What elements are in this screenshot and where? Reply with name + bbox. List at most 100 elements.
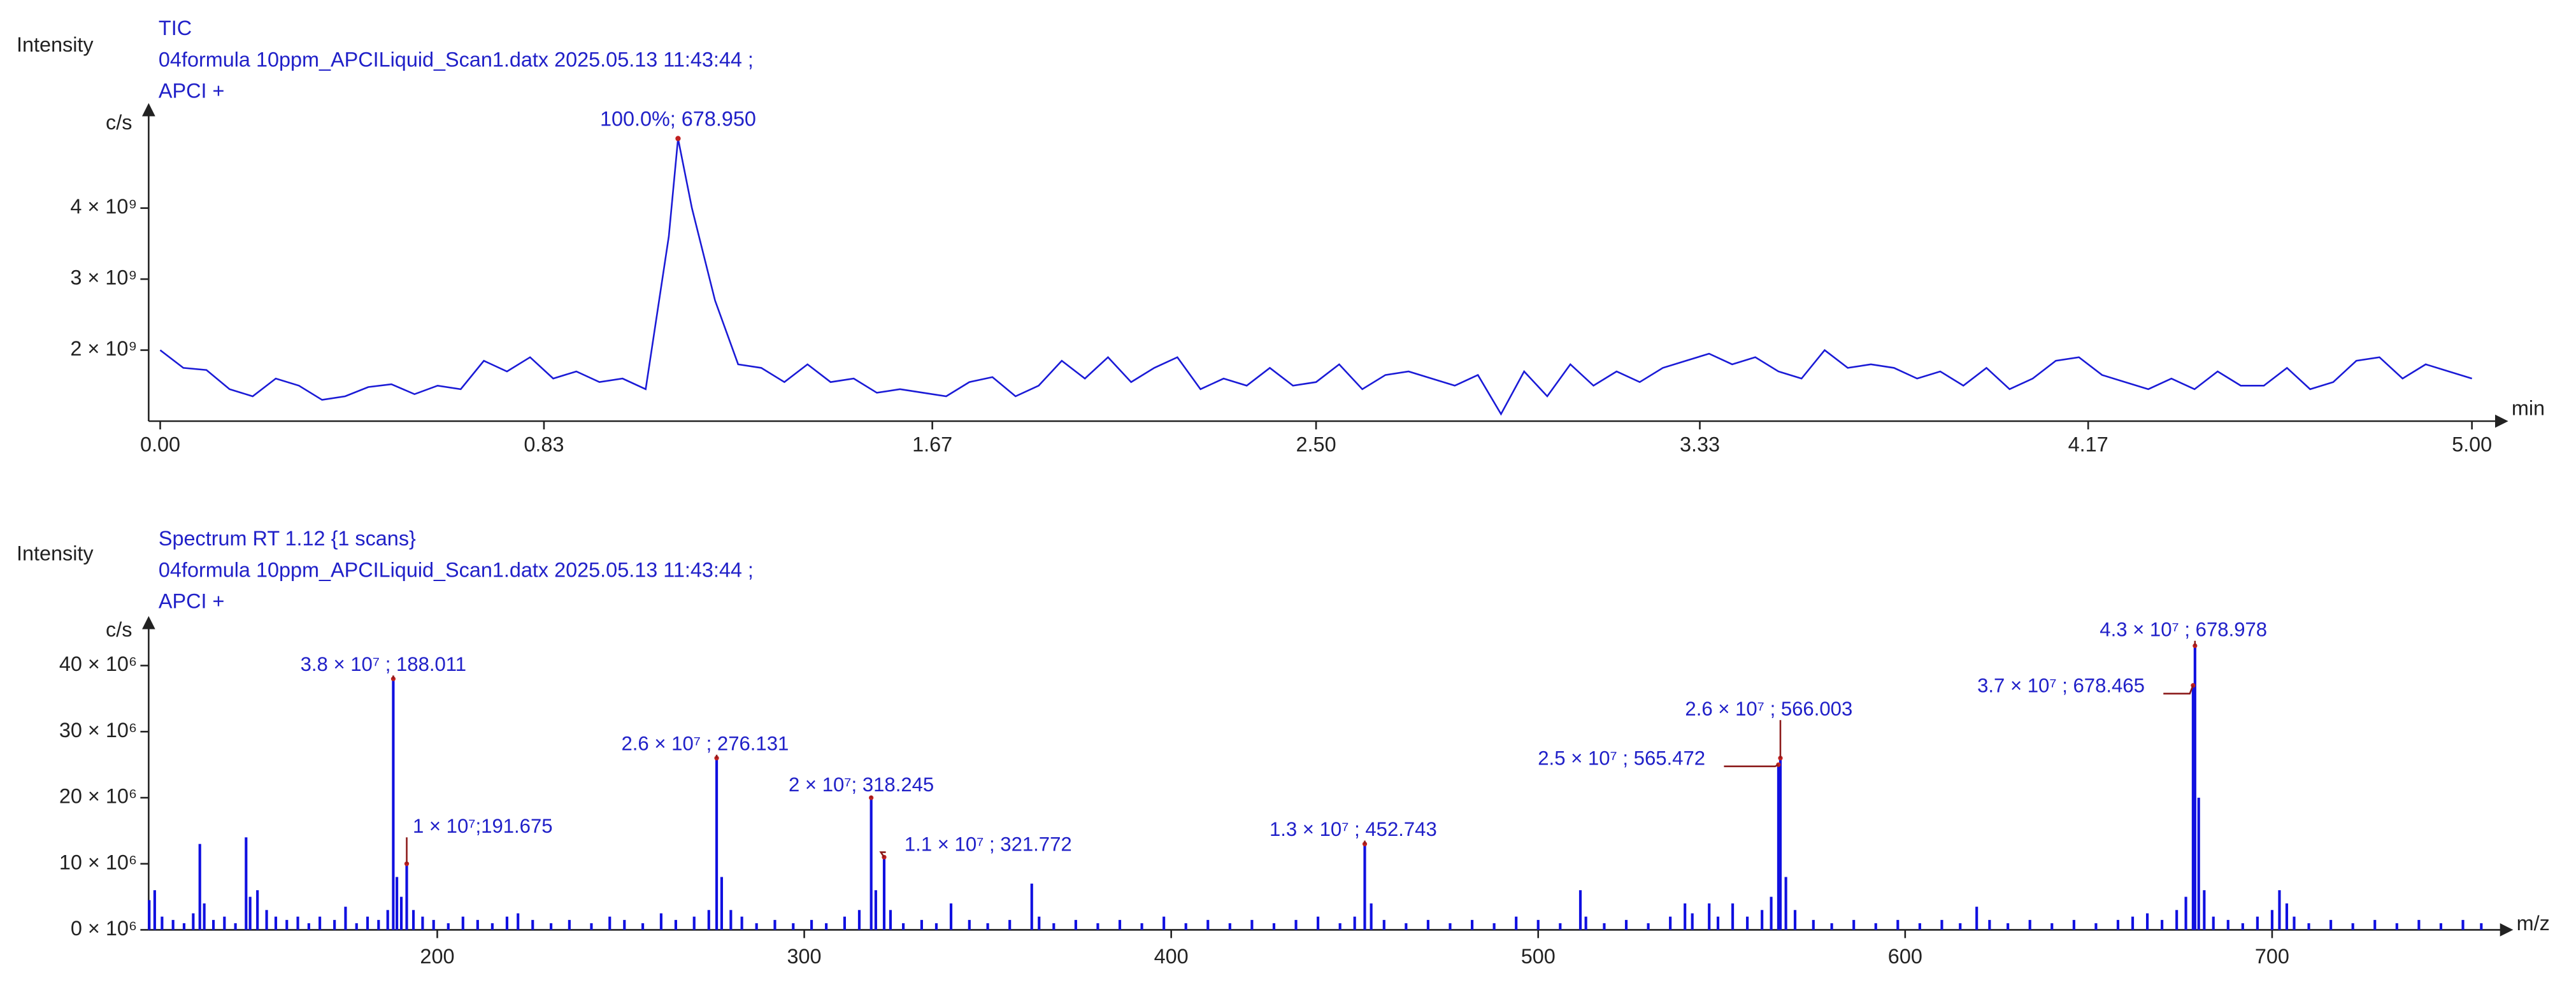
tic-trace: [159, 138, 2473, 416]
spectrum-peak: [874, 890, 877, 930]
spectrum-peak: [396, 877, 399, 930]
spectrum-peak: [447, 923, 450, 930]
spectrum-peak: [1206, 919, 1210, 930]
spectrum-peak: [198, 844, 201, 930]
spectrum-peak: [773, 919, 776, 930]
x-tick-label: 400: [1154, 945, 1189, 968]
spectrum-peak: [2373, 919, 2377, 930]
spectrum-peak: [1874, 923, 1877, 930]
spectrum-peak: [296, 916, 299, 930]
spectrum-peak: [1708, 903, 1711, 930]
x-tick-label: 300: [787, 945, 822, 968]
spectrum-peak: [211, 919, 215, 930]
spectrum-peak: [386, 910, 389, 930]
label-connector: [1724, 764, 1779, 768]
peak-annotation: 1.3 × 10⁷ ; 452.743: [1270, 818, 1437, 840]
spectrum-peak: [1584, 916, 1587, 930]
y-unit-label: c/s: [106, 111, 132, 134]
spectrum-peak: [568, 919, 571, 930]
y-axis-label: Intensity: [17, 542, 94, 565]
x-tick-label: 5.00: [2452, 433, 2492, 456]
spectrum-peak: [1515, 916, 1518, 930]
spectrum-peak: [843, 916, 847, 930]
peak-annotation: 3.7 × 10⁷ ; 678.465: [1977, 675, 2145, 697]
chart-title: Spectrum RT 1.12 {1 scans}: [159, 527, 416, 550]
y-tick-label: 30 × 10⁶: [59, 719, 137, 742]
spectrum-peak: [1716, 916, 1720, 930]
spectrum-peak: [517, 913, 520, 930]
x-axis-label: m/z: [2517, 912, 2550, 935]
spectrum-peak: [1250, 919, 1254, 930]
spectrum-peak: [869, 798, 873, 930]
peak-annotation: 100.0%; 678.950: [600, 107, 756, 130]
spectrum-peak: [740, 916, 743, 930]
y-tick-label: 40 × 10⁶: [59, 652, 137, 675]
spectrum-peak: [2480, 923, 2483, 930]
spectrum-peak: [1770, 896, 1773, 930]
spectrum-peak: [590, 923, 593, 930]
spectrum-peak: [234, 923, 237, 930]
spectrum-peak: [1184, 923, 1187, 930]
y-tick-label: 4 × 10⁹: [70, 195, 137, 218]
spectrum-peak: [1294, 919, 1298, 930]
spectrum-peak: [1684, 903, 1687, 930]
spectrum-peak: [549, 923, 553, 930]
spectrum-peak: [318, 916, 322, 930]
spectrum-peak: [265, 910, 268, 930]
spectrum-peak: [1761, 910, 1764, 930]
spectrum-peak: [153, 890, 156, 930]
peak-annotation: 2.6 × 10⁷ ; 566.003: [1685, 698, 1852, 720]
spectrum-peak: [1918, 923, 1921, 930]
panel: Intensity TIC 04formula 10ppm_APCILiquid_S…: [17, 17, 2545, 456]
spectrum-peak: [1777, 765, 1780, 930]
spectrum-peak: [1353, 916, 1356, 930]
spectrum-peak: [1470, 919, 1474, 930]
spectrum-peak: [1559, 923, 1562, 930]
spectrum-peak: [392, 679, 395, 930]
spectrum-peak: [1896, 919, 1900, 930]
spectrum-peak: [1096, 923, 1099, 930]
chart-title: TIC: [159, 17, 192, 40]
spectrum-peak: [1940, 919, 1943, 930]
x-tick-label: 600: [1888, 945, 1922, 968]
x-tick-label: 1.67: [912, 433, 952, 456]
spectrum-peak: [1830, 923, 1833, 930]
spectrum-peak: [889, 910, 892, 930]
spectrum-peak: [1363, 844, 1366, 930]
spectrum-peak: [1603, 923, 1606, 930]
peak-annotation: 3.8 × 10⁷ ; 188.011: [301, 653, 467, 675]
spectrum-peak: [285, 919, 289, 930]
spectrum-peak: [1536, 919, 1540, 930]
spectrum-peak: [1030, 883, 1033, 930]
spectrum-peak: [659, 913, 662, 930]
spectrum-peak: [333, 919, 336, 930]
spectrum-peak: [2028, 919, 2031, 930]
spectrum-peak: [1959, 923, 1962, 930]
spectrum-peak: [1624, 919, 1628, 930]
spectrum-peak: [1052, 923, 1055, 930]
spectrum-peak: [2395, 923, 2398, 930]
spectrum-peak: [2307, 923, 2310, 930]
label-connector: [879, 851, 886, 858]
spectrum-peak: [1669, 916, 1672, 930]
x-tick-label: 0.00: [140, 433, 180, 456]
spectrum-peak: [2184, 896, 2187, 930]
spectrum-peak: [355, 923, 358, 930]
spectrum-peak: [366, 916, 369, 930]
x-tick-label: 200: [420, 945, 454, 968]
peak-marker: [675, 136, 681, 141]
spectrum-peak: [1778, 758, 1782, 930]
spectrum-peak: [2131, 916, 2135, 930]
label-connector: [2163, 685, 2194, 695]
spectrum-peak: [882, 857, 886, 930]
spectrum-peak: [1784, 877, 1787, 930]
spectrum-peak: [2256, 916, 2259, 930]
spectrum-peak: [245, 837, 248, 930]
spectrum-peak: [2293, 916, 2296, 930]
spectrum-peak: [2007, 923, 2010, 930]
spectrum-peak: [182, 923, 186, 930]
spectrum-peak: [2175, 910, 2179, 930]
spectrum-peak: [1852, 919, 1856, 930]
spectrum-peak: [1074, 919, 1077, 930]
